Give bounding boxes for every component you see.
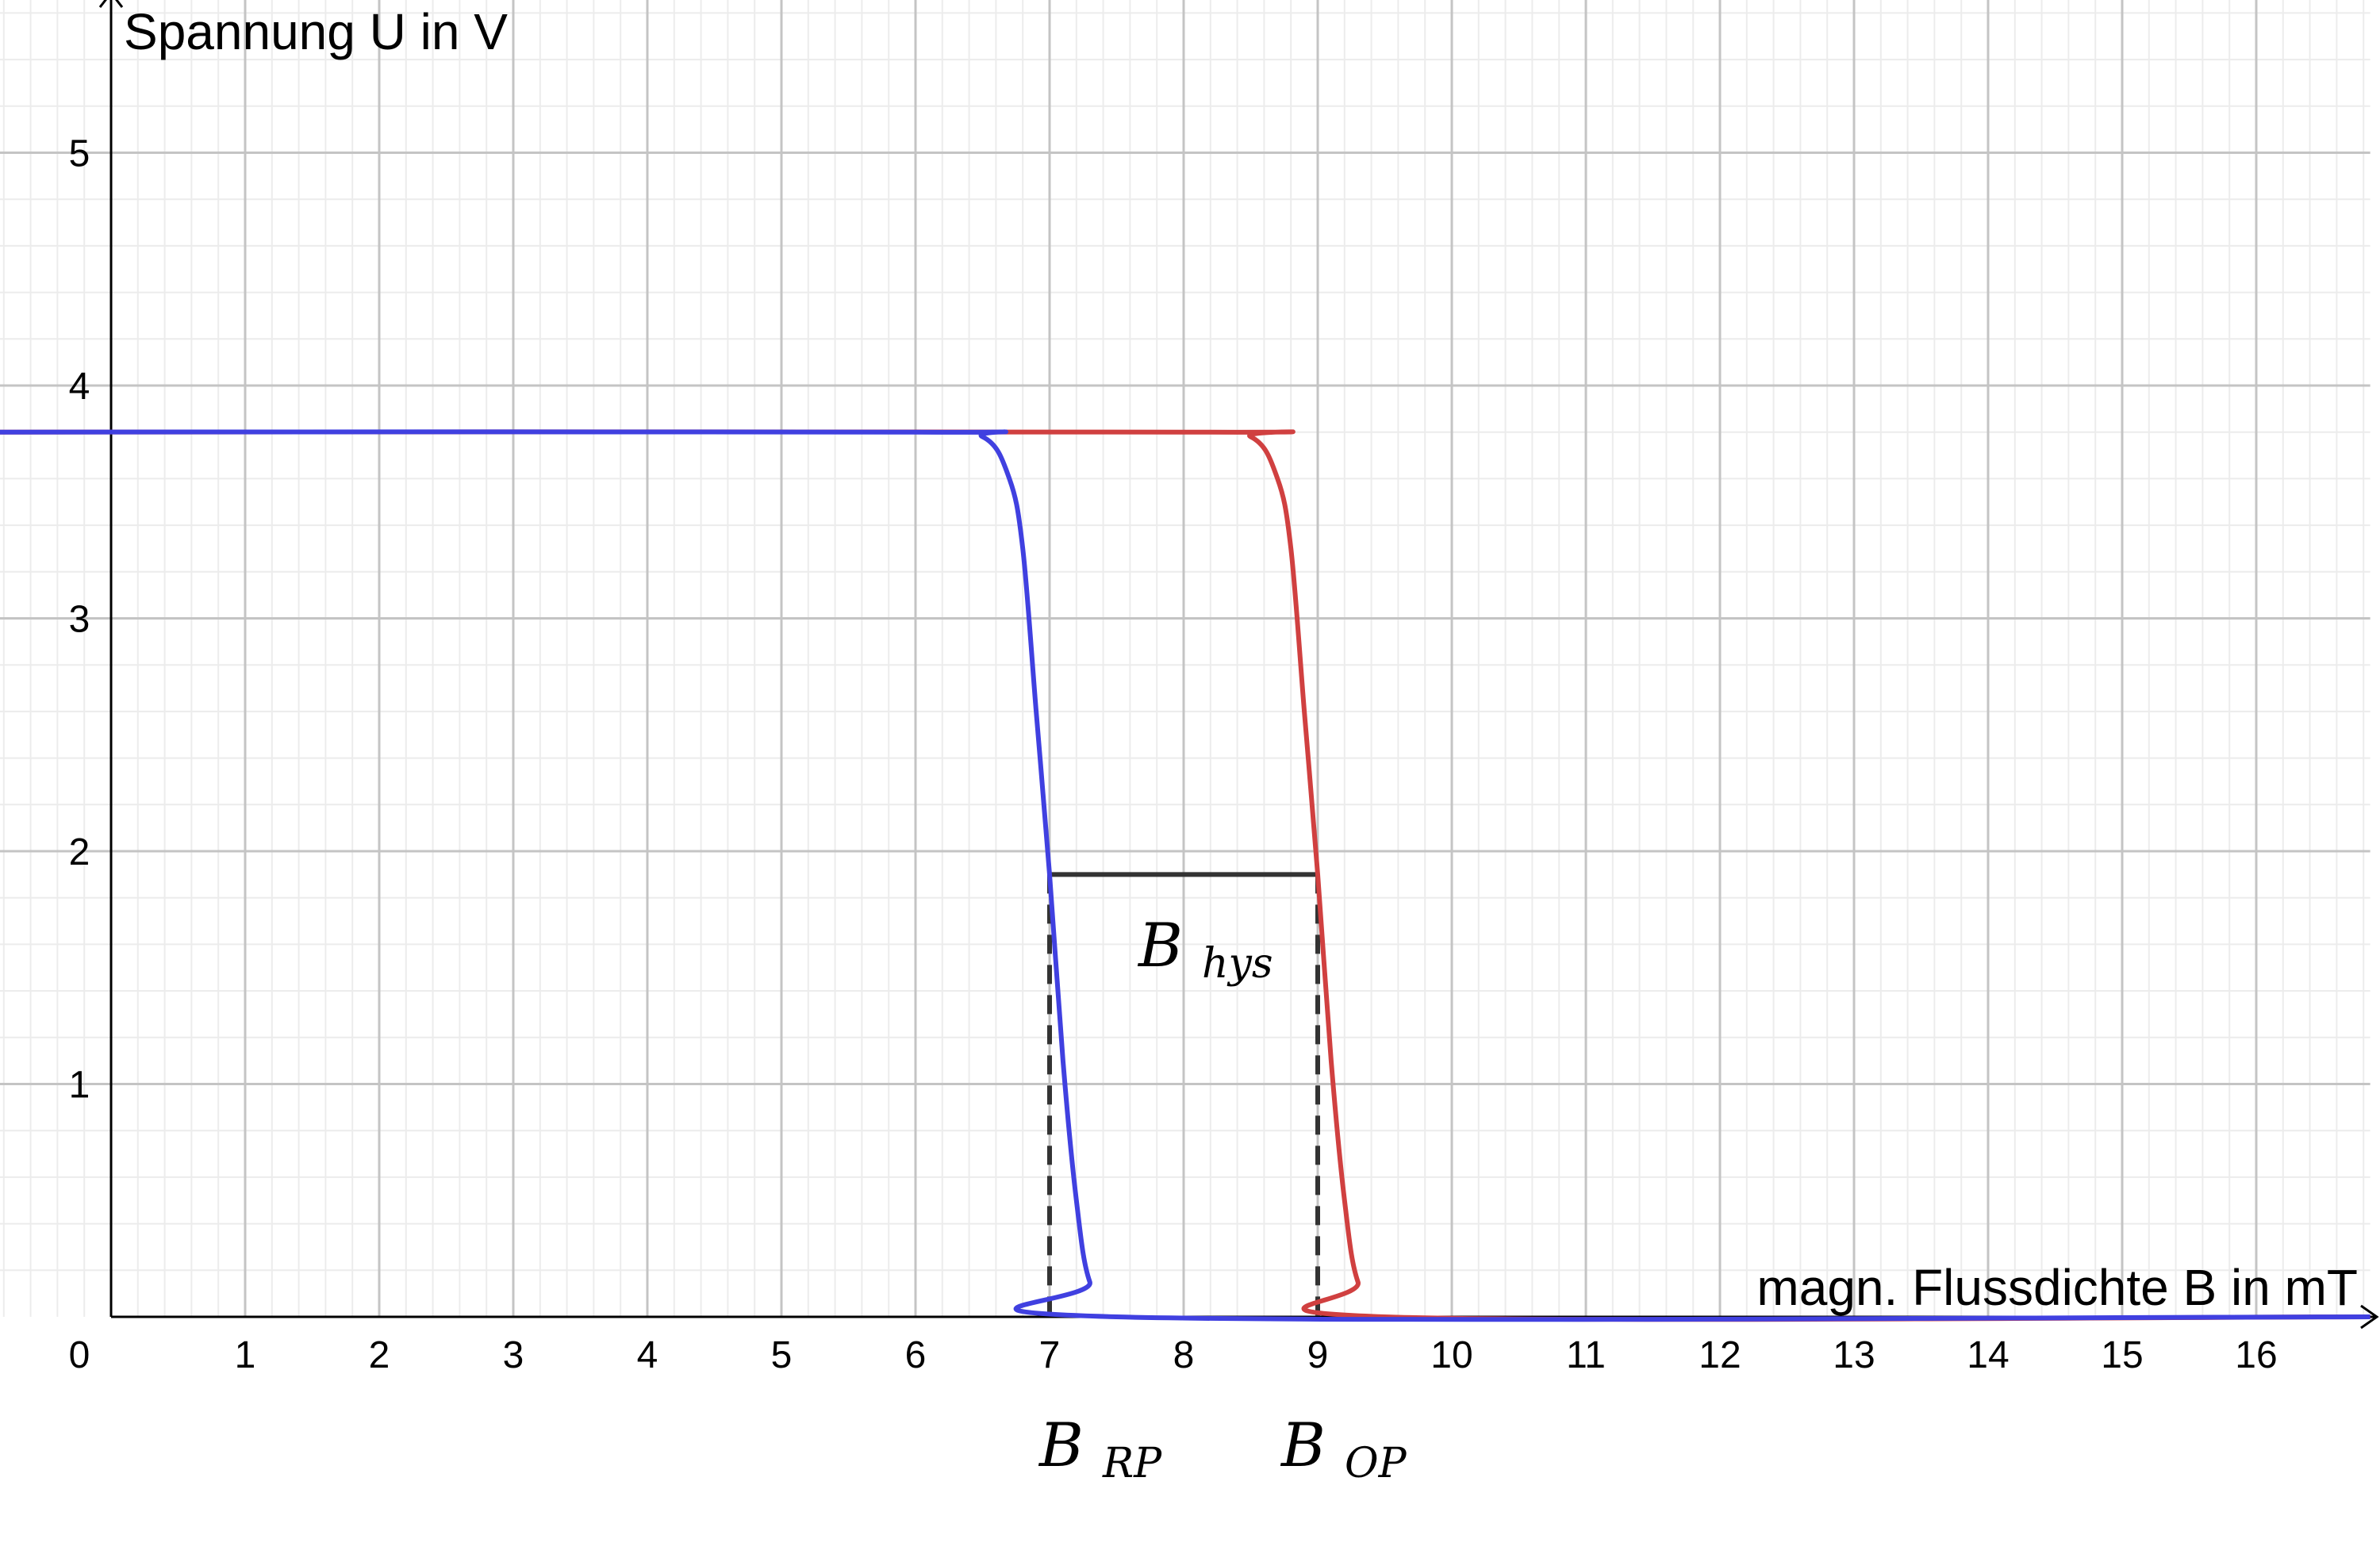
b-op-label: B OP bbox=[1280, 1410, 1407, 1487]
b-rp-sub: RP bbox=[1102, 1440, 1162, 1487]
x-tick-label: 4 bbox=[637, 1334, 658, 1376]
x-tick-label: 7 bbox=[1039, 1334, 1061, 1376]
b-op-sub: OP bbox=[1345, 1440, 1407, 1487]
y-tick-label: 5 bbox=[69, 133, 90, 175]
y-tick-label: 3 bbox=[69, 599, 90, 641]
b-hys-sub: hys bbox=[1202, 940, 1273, 988]
y-axis-title: Spannung U in V bbox=[124, 3, 508, 60]
x-tick-label: 16 bbox=[2235, 1334, 2277, 1376]
annotation-lines bbox=[1047, 872, 1320, 1317]
x-tick-label: 8 bbox=[1173, 1334, 1195, 1376]
x-axis-title: magn. Flussdichte B in mT bbox=[1756, 1259, 2358, 1316]
x-tick-label: 0 bbox=[69, 1334, 90, 1376]
series-group bbox=[0, 429, 2370, 1322]
x-tick-label: 15 bbox=[2101, 1334, 2143, 1376]
b-hys-label: B hys bbox=[1137, 910, 1273, 988]
x-tick-label: 10 bbox=[1430, 1334, 1472, 1376]
minor-grid bbox=[0, 0, 2370, 1317]
b-hys-base: B bbox=[1137, 910, 1183, 980]
y-tick-label: 1 bbox=[69, 1065, 90, 1107]
b-op-base: B bbox=[1280, 1410, 1326, 1480]
y-axis-arrow-icon bbox=[98, 0, 124, 8]
y-tick-label: 4 bbox=[69, 366, 90, 408]
x-axis-arrow-icon bbox=[2360, 1304, 2379, 1330]
series-line-red bbox=[0, 429, 2370, 1322]
x-tick-label: 1 bbox=[235, 1334, 256, 1376]
major-grid bbox=[0, 0, 2370, 1317]
x-tick-label: 3 bbox=[503, 1334, 524, 1376]
x-tick-label: 13 bbox=[1833, 1334, 1875, 1376]
x-tick-label: 6 bbox=[905, 1334, 927, 1376]
x-tick-label: 2 bbox=[369, 1334, 390, 1376]
series-line-blue bbox=[0, 429, 2370, 1322]
b-rp-base: B bbox=[1038, 1410, 1084, 1480]
y-tick-label: 2 bbox=[69, 831, 90, 873]
x-tick-label: 5 bbox=[771, 1334, 793, 1376]
x-tick-label: 14 bbox=[1967, 1334, 2009, 1376]
x-tick-label: 12 bbox=[1699, 1334, 1741, 1376]
x-tick-label: 11 bbox=[1566, 1334, 1606, 1376]
x-tick-label: 9 bbox=[1307, 1334, 1329, 1376]
b-rp-label: B RP bbox=[1038, 1410, 1162, 1487]
annotation-labels: Spannung U in V magn. Flussdichte B in m… bbox=[124, 3, 2358, 1487]
